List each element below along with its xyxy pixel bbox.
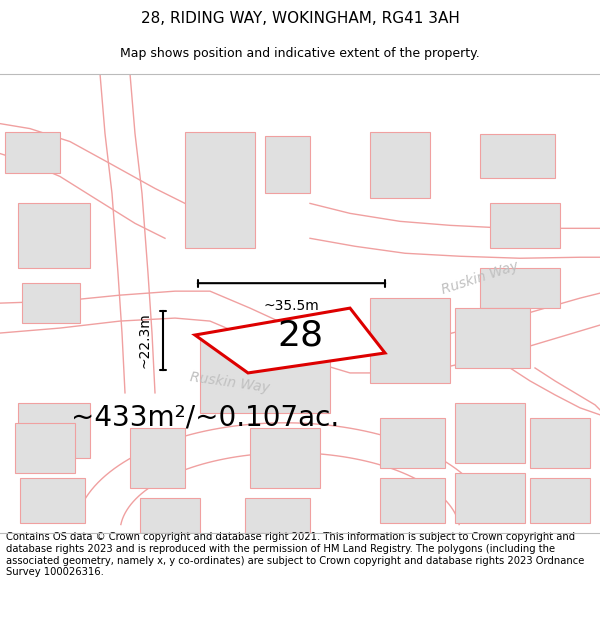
Polygon shape xyxy=(15,422,75,472)
Text: 28, RIDING WAY, WOKINGHAM, RG41 3AH: 28, RIDING WAY, WOKINGHAM, RG41 3AH xyxy=(140,11,460,26)
Polygon shape xyxy=(250,428,320,488)
Polygon shape xyxy=(195,308,385,373)
Text: ~433m²/~0.107ac.: ~433m²/~0.107ac. xyxy=(71,404,339,432)
Polygon shape xyxy=(455,403,525,462)
Polygon shape xyxy=(380,418,445,468)
Polygon shape xyxy=(5,132,60,174)
Polygon shape xyxy=(140,498,200,532)
Text: 28: 28 xyxy=(277,318,323,352)
Polygon shape xyxy=(18,403,90,458)
Polygon shape xyxy=(380,478,445,522)
Polygon shape xyxy=(530,418,590,468)
Text: Ruskin Way: Ruskin Way xyxy=(440,259,520,298)
Polygon shape xyxy=(370,298,450,383)
Polygon shape xyxy=(265,136,310,193)
Polygon shape xyxy=(370,132,430,198)
Polygon shape xyxy=(480,134,555,179)
Polygon shape xyxy=(20,478,85,522)
Polygon shape xyxy=(490,203,560,248)
Polygon shape xyxy=(530,478,590,522)
Text: ~22.3m: ~22.3m xyxy=(137,312,151,368)
Polygon shape xyxy=(18,203,90,268)
Polygon shape xyxy=(130,428,185,488)
Text: Map shows position and indicative extent of the property.: Map shows position and indicative extent… xyxy=(120,47,480,59)
Polygon shape xyxy=(185,132,255,248)
Polygon shape xyxy=(455,308,530,368)
Polygon shape xyxy=(480,268,560,308)
Polygon shape xyxy=(200,338,330,413)
Text: Ruskin Way: Ruskin Way xyxy=(189,371,271,396)
Polygon shape xyxy=(245,498,310,532)
Polygon shape xyxy=(22,283,80,323)
Text: Contains OS data © Crown copyright and database right 2021. This information is : Contains OS data © Crown copyright and d… xyxy=(6,532,584,578)
Polygon shape xyxy=(455,472,525,522)
Text: ~35.5m: ~35.5m xyxy=(263,299,319,313)
